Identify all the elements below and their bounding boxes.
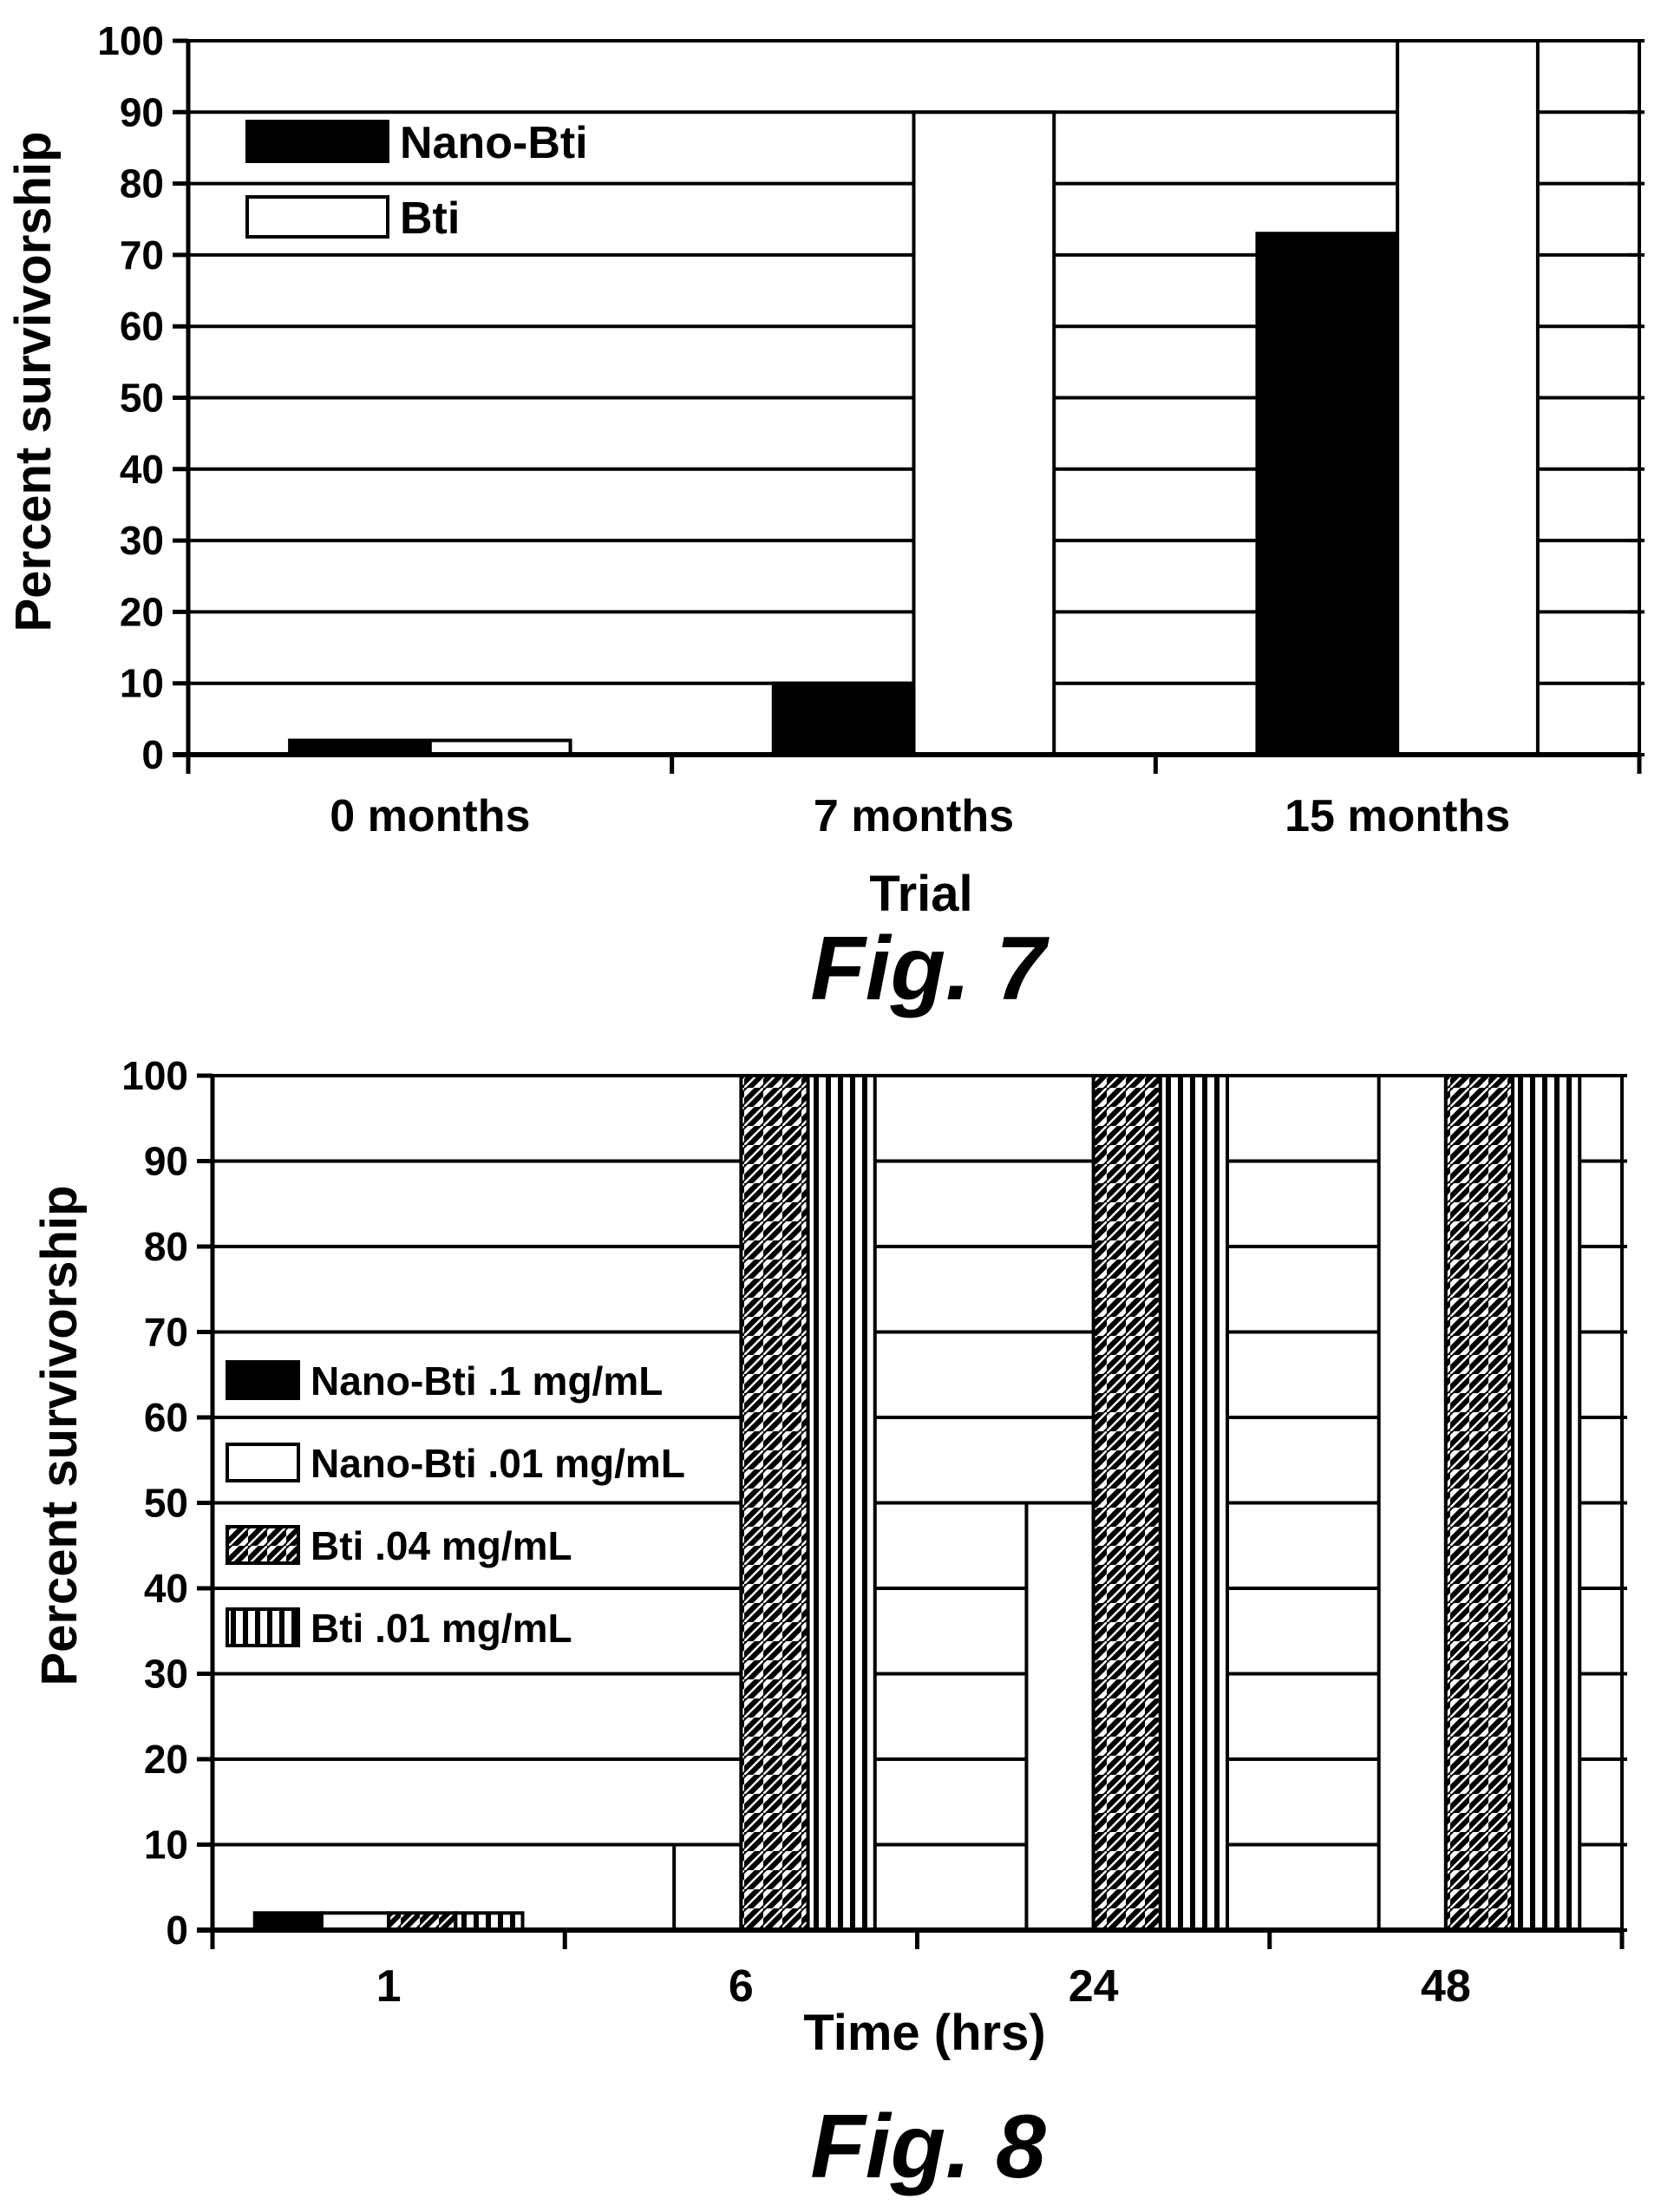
fig8-y-axis-title: Percent survivorship bbox=[31, 1186, 88, 1686]
fig7-bars bbox=[288, 39, 1540, 757]
y-tick-label: 60 bbox=[120, 304, 164, 349]
bar bbox=[1377, 1074, 1448, 1932]
legend-label: Nano-Bti .01 mg/mL bbox=[311, 1441, 685, 1486]
y-tick-label: 0 bbox=[141, 732, 164, 777]
fig7-axes bbox=[173, 38, 1645, 774]
y-tick-label: 80 bbox=[144, 1224, 188, 1269]
y-tick-label: 0 bbox=[166, 1908, 188, 1953]
fig8-y-tick-labels: 0 10 20 30 40 50 60 70 80 90 100 bbox=[121, 1053, 188, 1953]
legend-swatch bbox=[226, 1607, 300, 1647]
bar bbox=[1091, 1074, 1162, 1932]
bar bbox=[1511, 1074, 1582, 1932]
fig8-caption: Fig. 8 bbox=[810, 2097, 1046, 2197]
fig8-axes bbox=[197, 1073, 1627, 1949]
y-tick-label: 20 bbox=[144, 1737, 188, 1782]
x-category-label: 15 months bbox=[1285, 791, 1510, 841]
y-tick-label: 40 bbox=[120, 447, 164, 492]
legend-swatch bbox=[226, 1360, 300, 1400]
legend-label: Bti .01 mg/mL bbox=[311, 1606, 572, 1651]
x-category-label: 0 months bbox=[330, 791, 530, 841]
y-tick-label: 30 bbox=[144, 1652, 188, 1697]
y-tick-label: 10 bbox=[120, 661, 164, 706]
fig8-x-axis-title: Time (hrs) bbox=[803, 2005, 1045, 2061]
y-tick-label: 50 bbox=[144, 1481, 188, 1526]
legend-label: Bti .04 mg/mL bbox=[311, 1523, 572, 1568]
legend-swatch bbox=[226, 1443, 300, 1482]
bar bbox=[1255, 232, 1400, 756]
bar bbox=[1024, 1501, 1095, 1932]
x-category-label: 24 bbox=[1069, 1961, 1119, 2012]
x-category-label: 6 bbox=[729, 1961, 754, 2012]
fig8-legend: Nano-Bti .1 mg/mL Nano-Bti .01 mg/mL Bti .… bbox=[226, 1358, 685, 1651]
y-tick-label: 40 bbox=[144, 1566, 188, 1611]
fig8-category-labels: 1 6 24 48 bbox=[376, 1961, 1471, 2012]
bar bbox=[1443, 1074, 1515, 1932]
legend-label: Bti bbox=[400, 193, 460, 244]
y-tick-label: 80 bbox=[120, 161, 164, 206]
legend-label: Nano-Bti .1 mg/mL bbox=[311, 1358, 663, 1404]
y-tick-label: 90 bbox=[120, 89, 164, 134]
bar bbox=[739, 1074, 810, 1932]
legend-swatch bbox=[245, 195, 389, 239]
fig7-category-labels: 0 months 7 months 15 months bbox=[330, 791, 1510, 841]
fig7-x-axis-title: Trial bbox=[869, 866, 972, 922]
bar bbox=[1158, 1074, 1229, 1932]
fig7-y-axis-title: Percent survivorship bbox=[5, 132, 62, 632]
fig7-caption: Fig. 7 bbox=[810, 919, 1050, 1019]
y-tick-label: 30 bbox=[120, 518, 164, 563]
bar bbox=[672, 1842, 743, 1932]
bar bbox=[806, 1074, 877, 1932]
x-category-label: 1 bbox=[376, 1961, 402, 2012]
y-tick-label: 60 bbox=[144, 1395, 188, 1440]
x-category-label: 48 bbox=[1421, 1961, 1471, 2012]
bar bbox=[1396, 39, 1540, 756]
bar bbox=[771, 681, 916, 757]
y-tick-label: 90 bbox=[144, 1139, 188, 1184]
y-tick-label: 100 bbox=[121, 1053, 188, 1098]
x-category-label: 7 months bbox=[814, 791, 1014, 841]
y-tick-label: 10 bbox=[144, 1823, 188, 1868]
bar bbox=[912, 110, 1056, 757]
fig7-y-tick-labels: 0 10 20 30 40 50 60 70 80 90 100 bbox=[97, 18, 164, 777]
y-tick-label: 70 bbox=[144, 1310, 188, 1355]
y-tick-label: 50 bbox=[120, 376, 164, 421]
y-tick-label: 20 bbox=[120, 589, 164, 634]
fig7-legend: Nano-Bti Bti bbox=[245, 118, 588, 244]
legend-swatch bbox=[226, 1525, 300, 1565]
chart-fig8: 0 10 20 30 40 50 60 70 80 90 100 1 6 24 48 Percent su… bbox=[31, 1053, 1627, 2197]
chart-fig7: 0 10 20 30 40 50 60 70 80 90 100 0 months 7 months 1… bbox=[5, 18, 1645, 1019]
y-tick-label: 70 bbox=[120, 232, 164, 278]
legend-swatch bbox=[245, 120, 389, 163]
y-tick-label: 100 bbox=[97, 18, 164, 63]
legend-label: Nano-Bti bbox=[400, 118, 588, 168]
